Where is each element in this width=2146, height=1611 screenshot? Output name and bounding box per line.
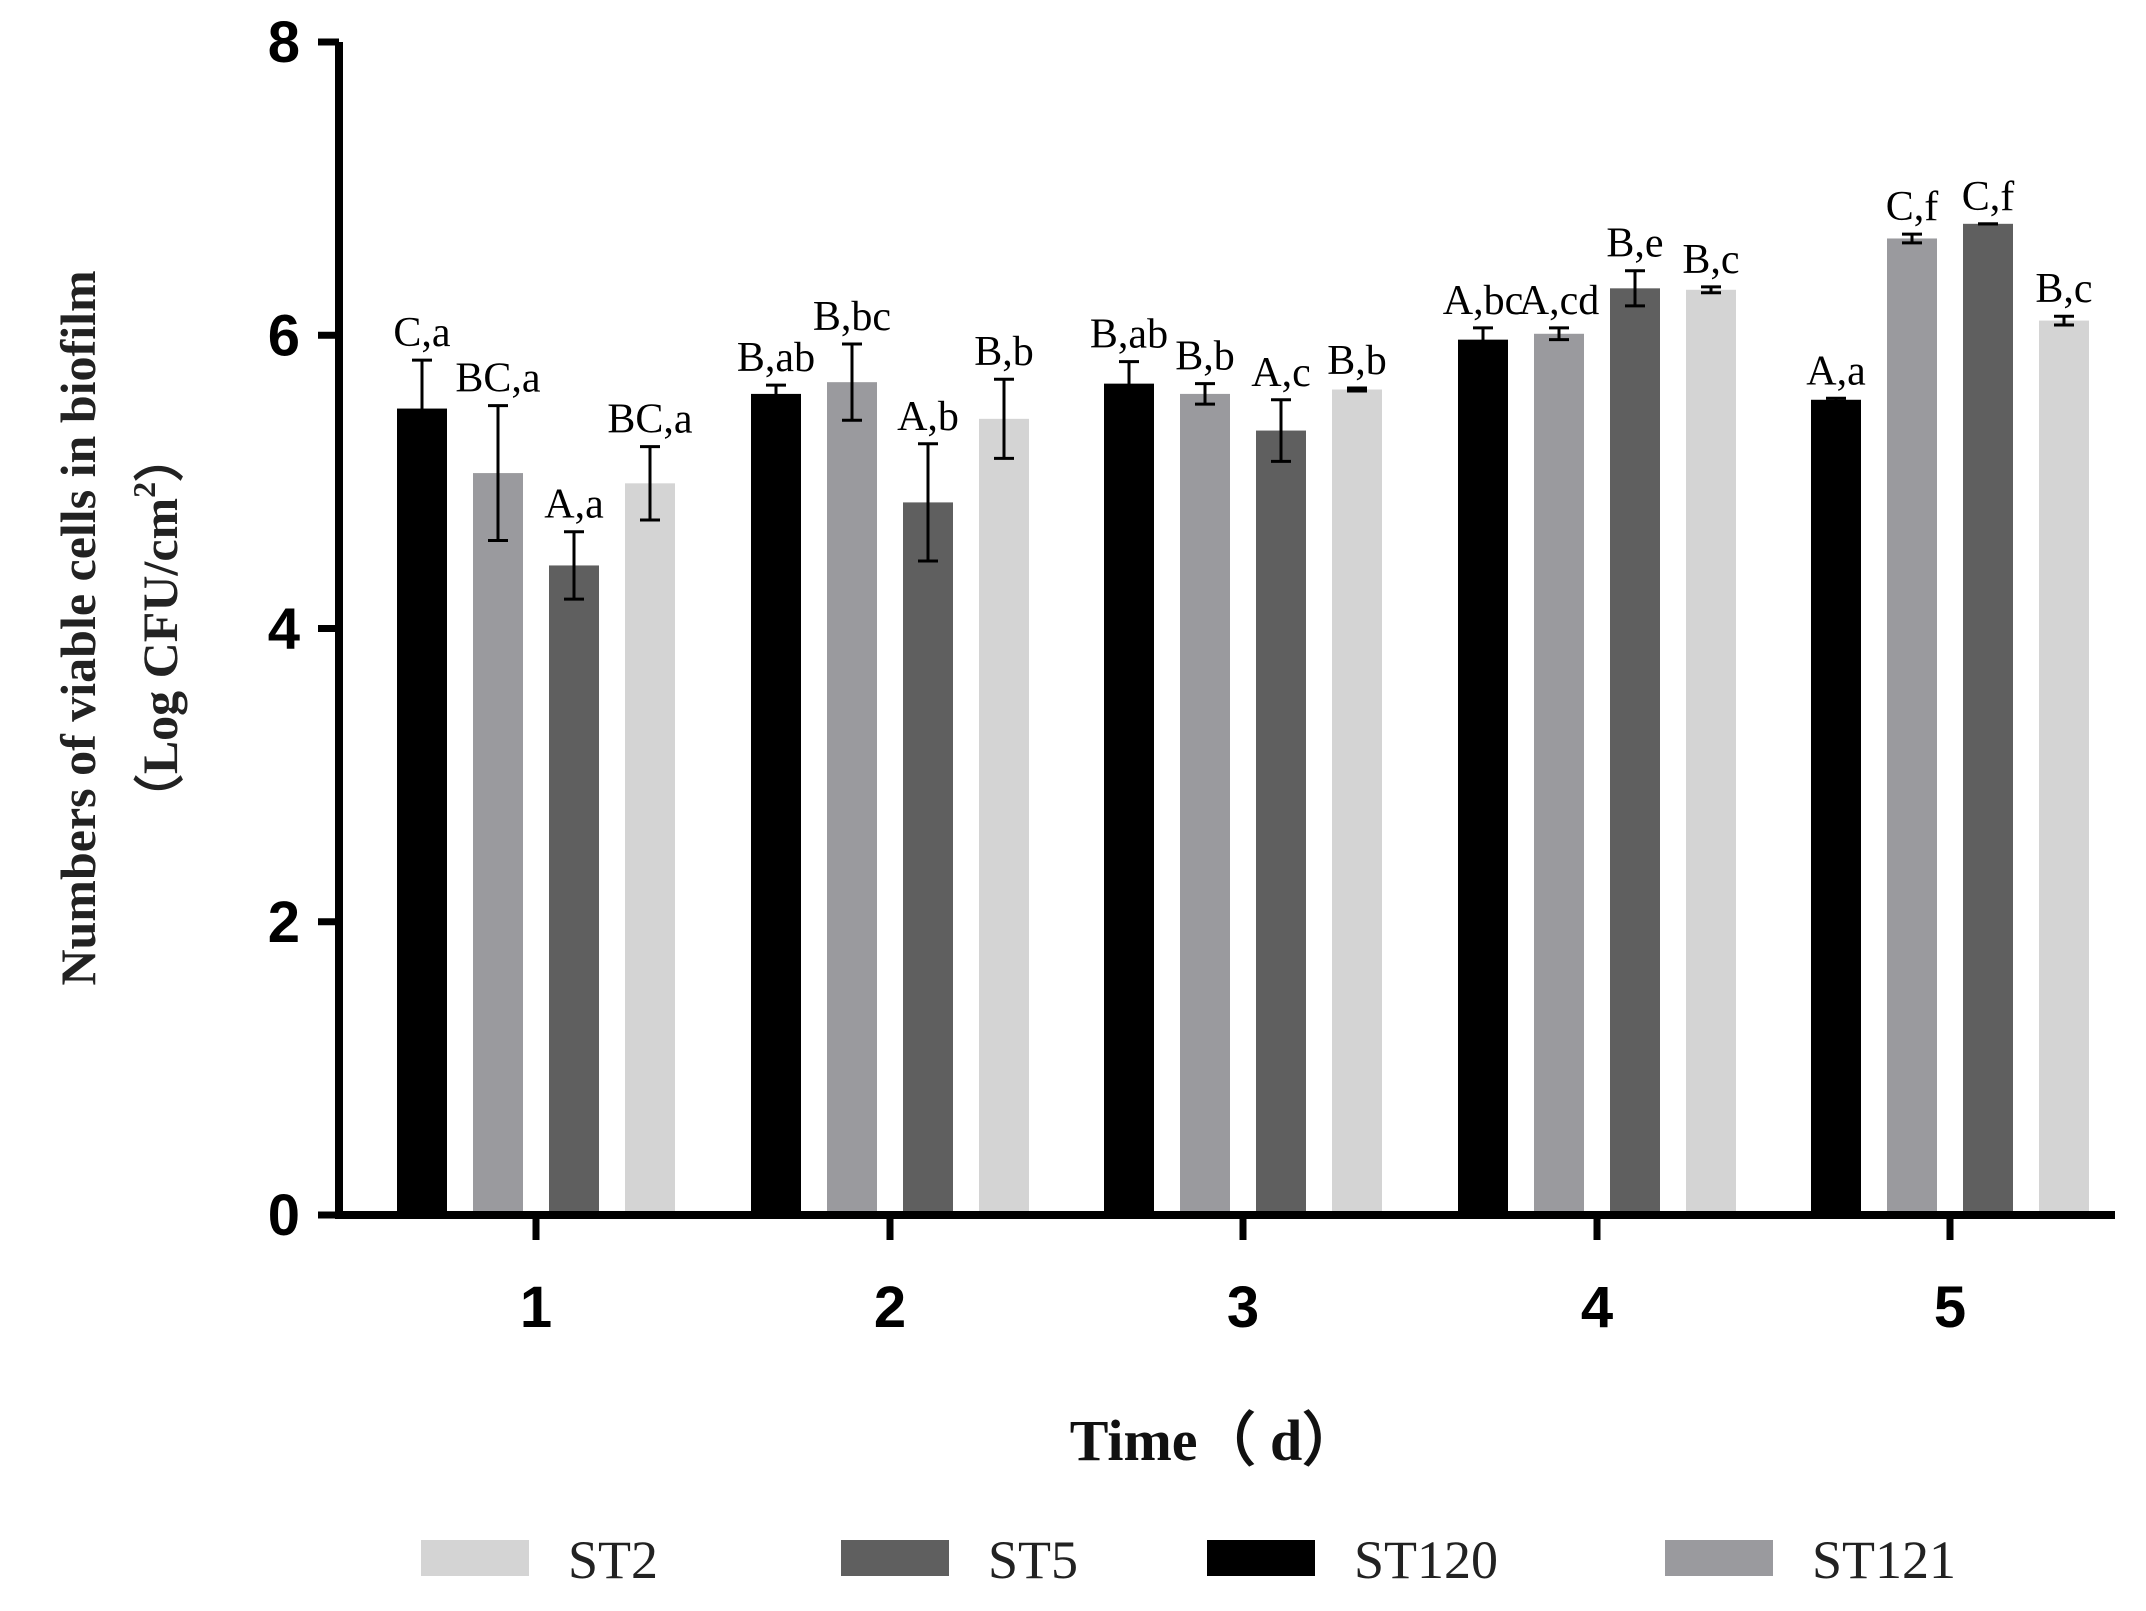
x-tick-label-3: 3	[1227, 1275, 1259, 1340]
bar-annotation-ST2-day-1: BC,a	[607, 397, 693, 443]
bar-ST120-day-4	[1458, 339, 1508, 1215]
bar-ST120-day-3	[1104, 383, 1154, 1216]
bar-ST121-day-3	[1180, 393, 1230, 1215]
y-axis-title-line1: Numbers of viable cells in biofilm	[50, 270, 106, 985]
x-tick-label-4: 4	[1581, 1275, 1613, 1340]
x-tick-label-2: 2	[874, 1275, 906, 1340]
y-axis-title-superscript: 2	[126, 482, 162, 498]
error-bar-ST120-day-1	[412, 358, 432, 459]
bar-ST5-day-2	[903, 502, 953, 1216]
y-tick-label-8: 8	[268, 10, 300, 75]
bar-annotation-ST5-day-2: A,b	[897, 394, 959, 440]
error-bar-ST120-day-4	[1473, 326, 1493, 353]
bar-annotation-ST5-day-3: A,c	[1251, 350, 1310, 396]
bar-annotation-ST121-day-5: C,f	[1886, 184, 1939, 230]
y-axis-title-close: ）	[132, 432, 188, 482]
bar-ST121-day-5	[1887, 238, 1937, 1216]
legend-label-ST5: ST5	[988, 1530, 1078, 1590]
error-bar-ST120-day-3	[1119, 360, 1139, 408]
y-axis-title: Numbers of viable cells in biofilm （Log …	[50, 270, 188, 985]
bar-annotation-ST5-day-1: A,a	[544, 482, 604, 528]
y-ticks-layer: 0 2 4 6 8	[268, 10, 339, 1248]
bar-annotation-ST121-day-3: B,b	[1175, 334, 1235, 380]
error-bar-ST2-day-3	[1347, 386, 1367, 393]
bar-annotation-ST120-day-1: C,a	[393, 310, 451, 356]
y-tick-label-4: 4	[268, 597, 300, 662]
bar-ST121-day-1	[473, 473, 523, 1215]
bar-annotation-ST120-day-3: B,ab	[1090, 312, 1168, 358]
bar-annotation-ST2-day-4: B,c	[1682, 237, 1739, 283]
legend-item-ST2: ST2	[421, 1530, 658, 1590]
bar-annotation-ST121-day-1: BC,a	[455, 356, 541, 402]
error-bars-layer	[412, 222, 2074, 601]
bar-annotation-ST2-day-3: B,b	[1327, 338, 1387, 384]
bars-layer	[397, 223, 2089, 1216]
bar-ST120-day-1	[397, 408, 447, 1215]
bar-annotation-ST120-day-5: A,a	[1806, 348, 1866, 394]
x-ticks-layer: 1 2 3 4 5	[520, 1215, 1966, 1340]
error-bar-ST120-day-2	[766, 383, 786, 405]
error-bar-ST5-day-3	[1271, 398, 1291, 463]
legend-swatch-ST121	[1665, 1540, 1773, 1576]
legend-item-ST120: ST120	[1207, 1530, 1498, 1590]
error-bar-ST5-day-2	[918, 442, 938, 563]
bar-annotation-ST2-day-2: B,b	[974, 329, 1034, 375]
bar-ST2-day-2	[979, 418, 1029, 1215]
x-tick-label-5: 5	[1934, 1275, 1966, 1340]
bar-ST5-day-4	[1610, 288, 1660, 1216]
y-axis-title-unit: （Log CFU/cm	[132, 498, 188, 824]
error-bar-ST121-day-3	[1195, 382, 1215, 406]
x-tick-label-1: 1	[520, 1275, 552, 1340]
bar-ST5-day-1	[549, 565, 599, 1215]
y-axis-title-line2: （Log CFU/cm2）	[126, 432, 188, 824]
bar-annotation-ST5-day-5: C,f	[1962, 174, 2015, 220]
legend-swatch-ST120	[1207, 1540, 1315, 1576]
legend-swatch-ST5	[841, 1540, 949, 1576]
bar-ST120-day-5	[1811, 399, 1861, 1215]
bar-annotation-ST121-day-4: A,cd	[1519, 278, 1599, 324]
bar-ST2-day-4	[1686, 289, 1736, 1215]
y-tick-label-6: 6	[268, 303, 300, 368]
bar-annotation-ST121-day-2: B,bc	[813, 294, 891, 340]
bar-ST5-day-3	[1256, 430, 1306, 1215]
y-tick-label-0: 0	[268, 1183, 300, 1248]
error-bar-ST2-day-1	[640, 445, 660, 522]
legend-label-ST121: ST121	[1812, 1530, 1956, 1590]
error-bar-ST120-day-5	[1826, 396, 1846, 403]
bar-ST120-day-2	[751, 393, 801, 1215]
legend-item-ST5: ST5	[841, 1530, 1078, 1590]
error-bar-ST121-day-2	[842, 342, 862, 422]
bar-ST2-day-5	[2039, 320, 2089, 1215]
bar-ST121-day-4	[1534, 333, 1584, 1215]
legend-label-ST2: ST2	[568, 1530, 658, 1590]
y-tick-label-2: 2	[268, 890, 300, 955]
bar-annotation-ST120-day-4: A,bc	[1443, 278, 1523, 324]
error-bar-ST2-day-4	[1701, 285, 1721, 295]
error-bar-ST121-day-5	[1902, 232, 1922, 245]
bar-ST5-day-5	[1963, 223, 2013, 1215]
error-bar-ST121-day-1	[488, 404, 508, 543]
bar-annotation-ST2-day-5: B,c	[2035, 266, 2092, 312]
legend-item-ST121: ST121	[1665, 1530, 1956, 1590]
annotations-layer: C,aBC,aA,aBC,aB,abB,bcA,bB,b B,ab B,b A,c B,…	[393, 174, 2092, 528]
legend-label-ST120: ST120	[1354, 1530, 1498, 1590]
error-bar-ST121-day-4	[1549, 326, 1569, 342]
bar-ST2-day-3	[1332, 389, 1382, 1216]
legend: ST2 ST5 ST120 ST121	[421, 1530, 1956, 1590]
error-bar-ST2-day-5	[2054, 314, 2074, 327]
error-bar-ST5-day-1	[564, 530, 584, 601]
bar-annotation-ST120-day-2: B,ab	[737, 335, 815, 381]
bar-ST2-day-1	[625, 483, 675, 1215]
error-bar-ST2-day-2	[994, 377, 1014, 460]
error-bar-ST5-day-4	[1625, 269, 1645, 308]
bar-ST121-day-2	[827, 382, 877, 1215]
legend-swatch-ST2	[421, 1540, 529, 1576]
x-axis-title: Time（ d）	[1070, 1408, 1361, 1473]
bar-annotation-ST5-day-4: B,e	[1606, 221, 1663, 267]
